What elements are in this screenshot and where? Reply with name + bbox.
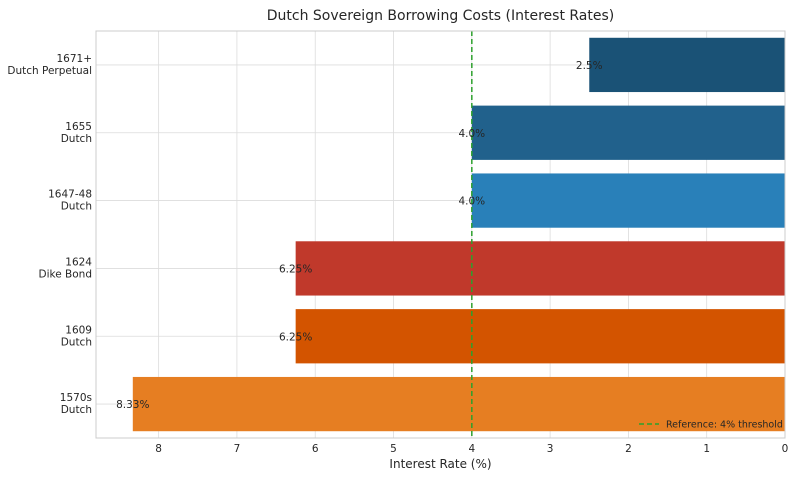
y-tick-label-line: Dike Bond (39, 268, 92, 280)
x-tick-label: 1 (703, 443, 710, 455)
x-tick-label: 2 (625, 443, 632, 455)
bar-3 (471, 173, 785, 228)
bar-5 (589, 37, 785, 93)
chart-title: Dutch Sovereign Borrowing Costs (Interes… (266, 8, 615, 24)
y-tick-label: 1671+ Dutch Perpetual (7, 53, 92, 77)
bar-value-label: 2.5% (576, 60, 603, 72)
bar-value-label: 6.25% (279, 263, 312, 275)
x-tick-label: 5 (390, 443, 397, 455)
labels: 8.33% 6.25% 6.25% 4.0% 4.0% 2.5% Interest Rate… (116, 60, 602, 471)
legend: Reference: 4% threshold (639, 420, 783, 431)
plot-frame (95, 30, 786, 439)
y-tick-label: 1655 Dutch (61, 121, 92, 145)
y-tick-label-line: Dutch (61, 336, 92, 348)
x-tick-label: 6 (312, 443, 319, 455)
y-tick-label: 1647-48 Dutch (48, 189, 92, 213)
x-tick-label: 7 (234, 443, 241, 455)
legend-label: Reference: 4% threshold (666, 420, 783, 431)
bar-0 (132, 376, 786, 432)
y-tick-label: 1624 Dike Bond (39, 256, 93, 280)
plot-border (95, 30, 786, 439)
x-tick-label: 8 (155, 443, 162, 455)
y-tick-label-line: 1655 (65, 121, 92, 133)
y-tick-label-line: Dutch (61, 201, 92, 213)
bar-4 (471, 105, 785, 160)
bar-value-label: 4.0% (458, 196, 485, 208)
y-tick-label: 1609 Dutch (61, 324, 92, 348)
x-tick-label: 4 (468, 443, 475, 455)
bar-value-label: 6.25% (279, 331, 312, 343)
bars (132, 37, 786, 432)
bar-2 (295, 241, 785, 296)
y-tick-label-line: 1609 (65, 324, 92, 336)
x-tick-label: 0 (782, 443, 789, 455)
bar-value-label: 8.33% (116, 399, 149, 411)
y-tick-label-line: 1570s (60, 392, 92, 404)
bar-value-label: 4.0% (458, 128, 485, 140)
y-tick-label-line: 1624 (65, 256, 92, 268)
bar-1 (295, 309, 785, 364)
y-tick-label-line: 1671+ (56, 53, 92, 65)
x-axis-label: Interest Rate (%) (389, 457, 491, 471)
y-tick-label-line: Dutch Perpetual (7, 65, 92, 77)
x-tick-label: 3 (547, 443, 554, 455)
y-tick-label-line: Dutch (61, 404, 92, 416)
y-tick-label: 1570s Dutch (60, 392, 92, 416)
y-tick-label-line: Dutch (61, 133, 92, 145)
y-tick-label-line: 1647-48 (48, 189, 92, 201)
